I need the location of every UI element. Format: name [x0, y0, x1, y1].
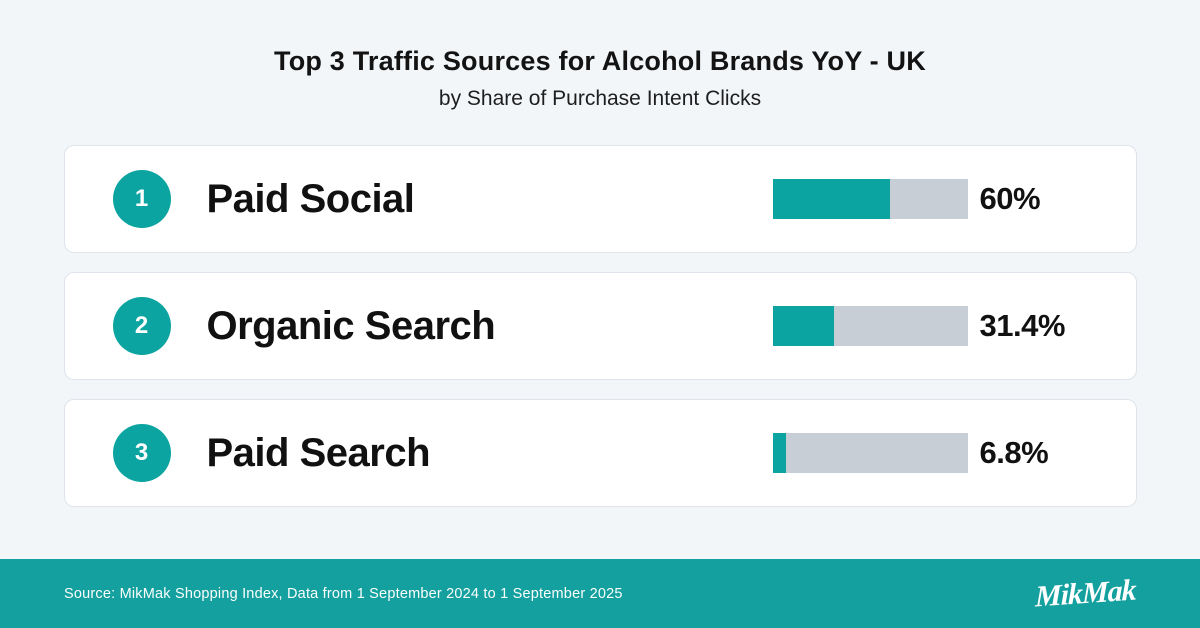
- value-label: 60%: [979, 181, 1041, 216]
- traffic-source-label: Paid Search: [206, 430, 431, 475]
- bar-group: 31.4%: [772, 306, 1092, 346]
- value-label: 31.4%: [979, 308, 1066, 343]
- rank-card-paid-social: 1 Paid Social 60%: [63, 145, 1137, 253]
- bar-fill: [772, 179, 890, 219]
- ranking-list: 1 Paid Social 60% 2 Organic Search 31.4%…: [63, 145, 1137, 507]
- bar-fill: [772, 306, 834, 346]
- rank-badge: 2: [112, 297, 171, 355]
- rank-card-paid-search: 3 Paid Search 6.8%: [63, 399, 1137, 507]
- value-label: 6.8%: [979, 435, 1049, 470]
- bar-track: [772, 433, 968, 473]
- bar-track: [772, 306, 968, 346]
- chart-subtitle: by Share of Purchase Intent Clicks: [438, 87, 762, 110]
- bar-track: [772, 179, 968, 219]
- rank-badge: 3: [112, 424, 171, 482]
- bar-fill: [772, 433, 786, 473]
- bar-group: 60%: [772, 179, 1092, 219]
- mikmak-logo: MikMak: [1035, 572, 1136, 614]
- traffic-source-label: Paid Social: [206, 176, 415, 221]
- chart-title: Top 3 Traffic Sources for Alcohol Brands…: [274, 46, 926, 76]
- header: Top 3 Traffic Sources for Alcohol Brands…: [0, 0, 1200, 114]
- source-text: Source: MikMak Shopping Index, Data from…: [64, 585, 623, 602]
- footer: Source: MikMak Shopping Index, Data from…: [0, 559, 1200, 628]
- traffic-source-label: Organic Search: [206, 303, 496, 348]
- rank-card-organic-search: 2 Organic Search 31.4%: [63, 272, 1137, 380]
- rank-badge: 1: [112, 170, 171, 228]
- bar-group: 6.8%: [772, 433, 1092, 473]
